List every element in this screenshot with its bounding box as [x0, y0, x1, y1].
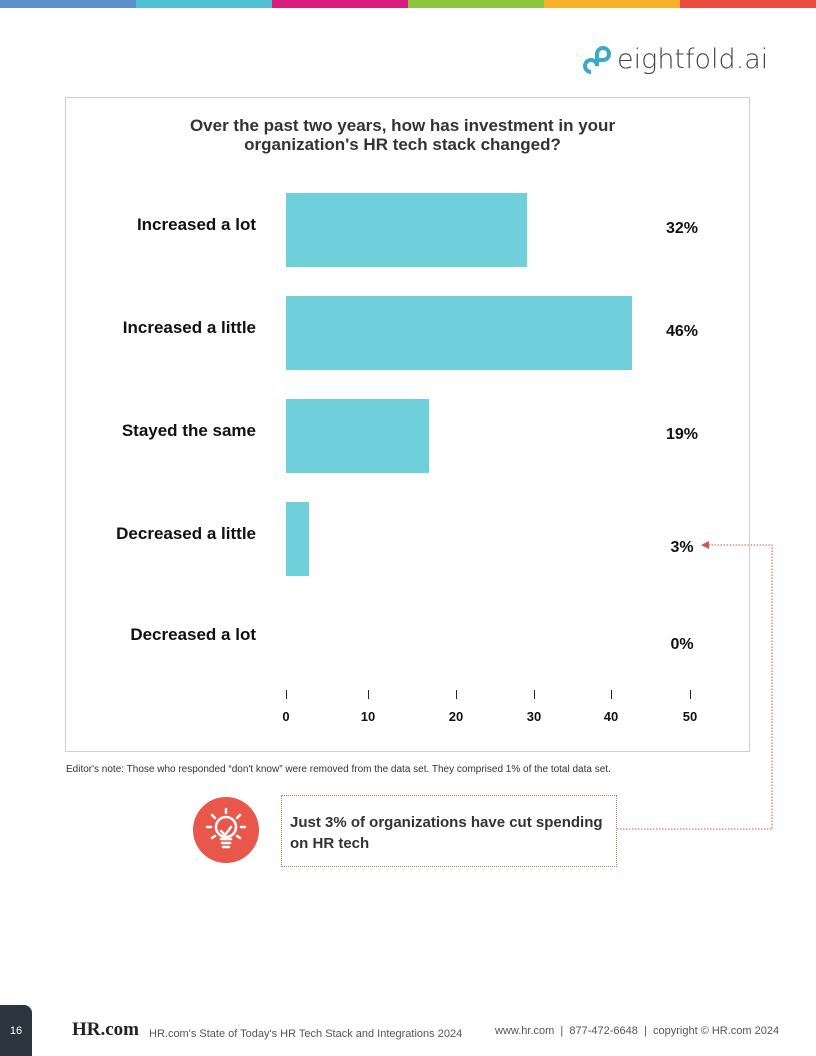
x-tick-label: 30	[526, 709, 542, 724]
page-number: 16	[0, 1005, 32, 1056]
x-tick	[456, 690, 457, 699]
stripe-segment	[0, 0, 136, 8]
bar	[286, 296, 632, 370]
x-tick	[368, 690, 369, 699]
chart-title: Over the past two years, how has investm…	[65, 116, 740, 154]
chart-frame	[65, 97, 750, 752]
value-label: 19%	[665, 426, 699, 443]
lightbulb-check-icon	[193, 797, 259, 863]
x-tick	[286, 690, 287, 699]
x-tick	[611, 690, 612, 699]
x-tick-label: 0	[282, 709, 290, 724]
phone: 877-472-6648	[569, 1025, 638, 1037]
website-link[interactable]: www.hr.com	[495, 1025, 555, 1037]
value-label: 32%	[665, 220, 699, 237]
value-label: 3%	[670, 539, 694, 556]
category-label: Decreased a lot	[130, 625, 256, 644]
value-label: 0%	[670, 636, 694, 653]
report-title: HR.com's State of Today's HR Tech Stack …	[149, 1028, 463, 1040]
stripe-segment	[408, 0, 544, 8]
callout-box: Just 3% of organizations have cut spendi…	[281, 795, 617, 867]
logo-text: eightfold.ai	[617, 43, 769, 75]
x-tick	[534, 690, 535, 699]
category-label: Increased a little	[122, 318, 256, 337]
chart-title-line: Over the past two years, how has investm…	[189, 116, 616, 135]
editor-note: Editor's note: Those who responded “don'…	[66, 764, 611, 775]
infinity-logo-icon	[583, 46, 611, 74]
stripe-segment	[136, 0, 272, 8]
x-tick-label: 40	[603, 709, 619, 724]
copyright: copyright © HR.com 2024	[653, 1025, 780, 1037]
stripe-segment	[272, 0, 408, 8]
hr-com-logo: HR.com	[72, 1019, 140, 1040]
value-label: 46%	[665, 323, 699, 340]
category-label: Decreased a little	[116, 524, 256, 543]
stripe-segment	[544, 0, 680, 8]
stripe-segment	[680, 0, 816, 8]
category-label: Increased a lot	[136, 215, 256, 234]
x-tick-label: 20	[448, 709, 464, 724]
x-tick-label: 50	[682, 709, 698, 724]
x-tick-label: 10	[360, 709, 376, 724]
eightfold-logo: eightfold.ai	[583, 42, 768, 76]
bar	[286, 502, 309, 576]
category-label: Stayed the same	[121, 421, 256, 440]
bar	[286, 193, 527, 267]
chart-title-line: organization's HR tech stack changed?	[244, 135, 561, 154]
bar	[286, 399, 429, 473]
footer-contact: www.hr.com | 877-472-6648 | copyright © …	[495, 1025, 780, 1037]
x-tick	[690, 690, 691, 699]
